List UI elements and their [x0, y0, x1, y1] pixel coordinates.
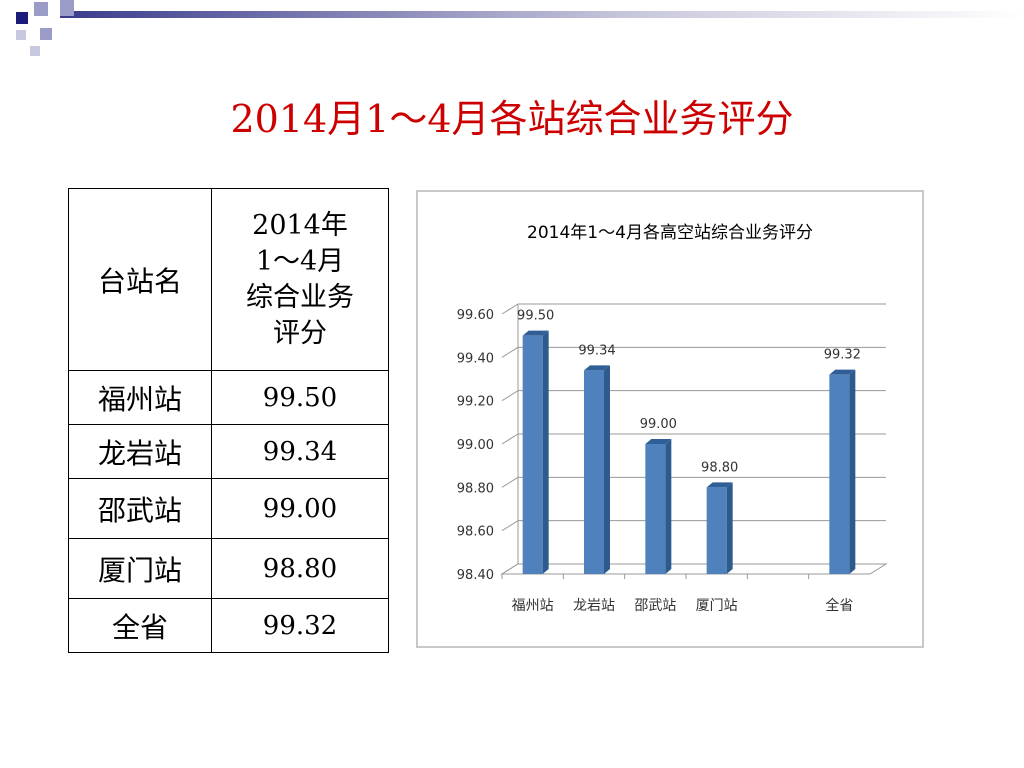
bar-top: [584, 365, 610, 371]
x-tick-label: 邵武站: [634, 598, 676, 614]
header-score-line: 综合业务: [246, 281, 354, 313]
x-tick-label: 全省: [825, 597, 853, 614]
table-row: 邵武站 99.00: [68, 478, 389, 539]
header-station-name: 台站名: [68, 188, 212, 371]
bar-top: [645, 439, 672, 444]
bar-side: [604, 365, 610, 574]
deco-square-6: [30, 46, 40, 56]
bar: [706, 487, 727, 574]
gridline-depth: [501, 476, 519, 488]
bar: [829, 374, 850, 574]
header-gradient-bar: [60, 11, 1024, 18]
deco-square-5: [16, 30, 26, 40]
station-score: 99.00: [211, 478, 389, 539]
x-tick-label: 福州站: [512, 598, 554, 614]
table-header-row: 台站名 2014年 1～4月 综合业务 评分: [68, 188, 389, 371]
bar-side: [665, 439, 672, 574]
station-name: 全省: [68, 598, 212, 653]
station-name: 龙岩站: [68, 424, 212, 479]
gridline-depth: [501, 390, 519, 402]
chart-title: 2014年1～4月各高空站综合业务评分: [527, 223, 813, 243]
station-name: 邵武站: [68, 478, 212, 539]
y-tick-label: 98.80: [457, 481, 494, 496]
x-tick-label: 厦门站: [696, 598, 738, 614]
header-score-line: 1～4月: [255, 245, 345, 277]
bar: [584, 370, 604, 574]
bar: [522, 335, 543, 574]
bar-side: [542, 330, 549, 574]
data-label: 99.34: [578, 343, 615, 358]
station-score: 99.32: [211, 598, 389, 653]
bar-chart: 2014年1～4月各高空站综合业务评分 98.40 98.60 98.80 99.00 9…: [457, 223, 888, 614]
gridline-depth: [501, 433, 519, 445]
y-tick-label: 99.60: [457, 308, 494, 323]
deco-square-3: [60, 0, 74, 16]
header-score-line: 评分: [273, 317, 327, 349]
bar-top: [522, 330, 549, 336]
table-row: 福州站 99.50: [68, 370, 389, 425]
deco-square-4: [40, 28, 52, 40]
chart-panel: 2014年1～4月各高空站综合业务评分 98.40 98.60 98.80 99.00 9…: [416, 190, 924, 648]
data-label: 98.80: [701, 460, 738, 475]
chart-floor: [500, 563, 888, 575]
bar: [645, 444, 666, 574]
bar-side: [849, 369, 856, 574]
station-name: 厦门站: [68, 538, 212, 599]
data-label: 99.50: [517, 309, 554, 324]
header-decoration: [16, 0, 1024, 56]
bar-top: [706, 482, 733, 488]
gridline-depth: [501, 520, 519, 532]
data-label: 99.00: [640, 417, 677, 432]
y-tick-label: 99.40: [457, 351, 494, 366]
y-tick-label: 99.00: [457, 438, 494, 453]
gridline-depth: [501, 303, 519, 315]
y-tick-label: 99.20: [457, 395, 494, 410]
x-tick-label: 龙岩站: [573, 598, 615, 614]
table-row: 全省 99.32: [68, 598, 389, 653]
y-tick-label: 98.40: [457, 568, 494, 583]
station-score: 99.34: [211, 424, 389, 479]
deco-square-1: [16, 12, 28, 24]
y-tick-label: 98.60: [457, 525, 494, 540]
table-row: 厦门站 98.80: [68, 538, 389, 599]
station-score: 98.80: [211, 538, 389, 599]
bar-top: [829, 369, 856, 375]
gridline-depth: [501, 346, 519, 358]
deco-square-2: [34, 2, 48, 16]
station-score: 99.50: [211, 370, 389, 425]
slide-title: 2014月1～4月各站综合业务评分: [230, 97, 794, 141]
station-name: 福州站: [68, 370, 212, 425]
data-label: 99.32: [824, 348, 861, 363]
bar-side: [726, 482, 733, 574]
header-score: 2014年 1～4月 综合业务 评分: [211, 188, 389, 371]
header-score-line: 2014年: [252, 209, 348, 241]
score-table: 台站名 2014年 1～4月 综合业务 评分 福州站 99.50 龙岩站 99.…: [68, 188, 389, 653]
table-row: 龙岩站 99.34: [68, 424, 389, 479]
